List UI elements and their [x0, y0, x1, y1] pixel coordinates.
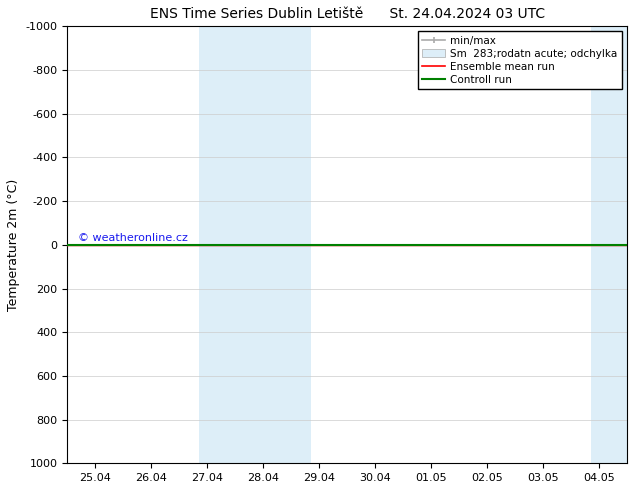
- Bar: [199, 26, 311, 464]
- Legend: min/max, Sm  283;rodatn acute; odchylka, Ensemble mean run, Controll run: min/max, Sm 283;rodatn acute; odchylka, …: [418, 31, 622, 89]
- Y-axis label: Temperature 2m (°C): Temperature 2m (°C): [7, 179, 20, 311]
- Bar: [591, 26, 627, 464]
- Text: © weatheronline.cz: © weatheronline.cz: [79, 233, 188, 243]
- Title: ENS Time Series Dublin Letiště      St. 24.04.2024 03 UTC: ENS Time Series Dublin Letiště St. 24.04…: [150, 7, 545, 21]
